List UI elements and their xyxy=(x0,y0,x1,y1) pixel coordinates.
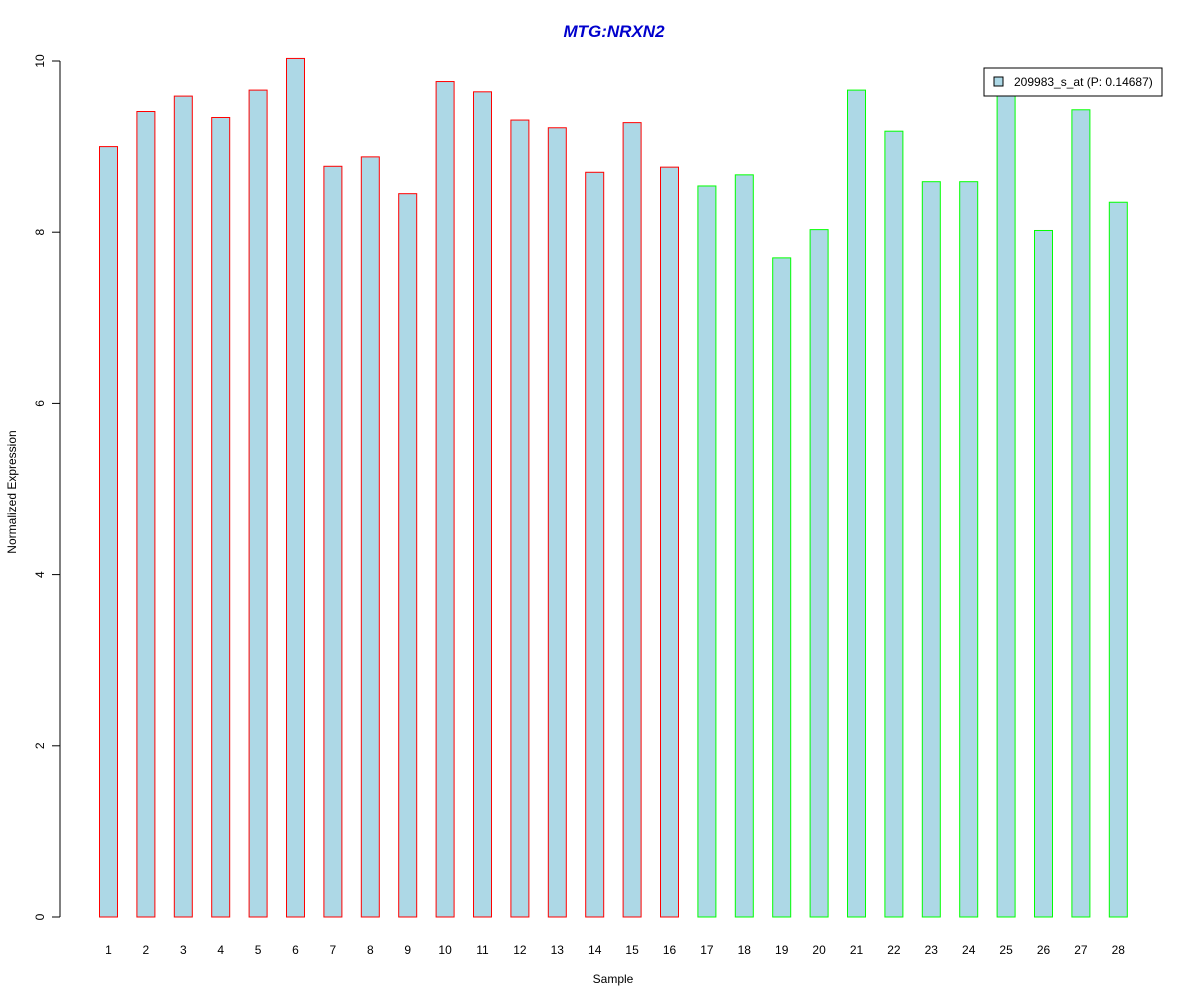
bar-sample-3 xyxy=(173,95,193,918)
bar-sample-12 xyxy=(510,119,530,918)
y-tick-label: 2 xyxy=(33,742,47,749)
x-tick-label: 8 xyxy=(367,943,374,957)
x-tick-label: 26 xyxy=(1037,943,1051,957)
y-axis: 0 2 4 6 8 10 xyxy=(33,54,61,920)
bar-sample-14 xyxy=(585,171,605,918)
x-tick-label: 18 xyxy=(738,943,752,957)
x-tick-label: 28 xyxy=(1112,943,1126,957)
bar-sample-5 xyxy=(248,89,268,918)
x-tick-label: 4 xyxy=(217,943,224,957)
x-tick-label: 13 xyxy=(551,943,565,957)
bar-sample-4 xyxy=(211,116,231,918)
y-tick-label: 4 xyxy=(33,571,47,578)
y-tick-label: 10 xyxy=(33,54,47,68)
y-axis-title: Normalized Expression xyxy=(5,430,19,553)
bars xyxy=(99,57,1128,918)
x-tick-label: 22 xyxy=(887,943,901,957)
bar-sample-8 xyxy=(360,156,380,918)
bar-sample-17 xyxy=(697,185,717,918)
x-tick-label: 12 xyxy=(513,943,527,957)
bar-sample-18 xyxy=(734,174,754,918)
x-tick-label: 3 xyxy=(180,943,187,957)
bar-sample-25 xyxy=(996,86,1016,918)
bar-sample-26 xyxy=(1034,229,1053,918)
legend-label: 209983_s_at (P: 0.14687) xyxy=(1014,75,1153,89)
y-tick-label: 0 xyxy=(33,913,47,920)
legend-box xyxy=(983,67,1163,97)
x-tick-label: 2 xyxy=(143,943,150,957)
x-tick-label: 25 xyxy=(999,943,1013,957)
bar-sample-19 xyxy=(772,257,792,918)
bar-sample-21 xyxy=(847,89,866,918)
x-tick-label: 10 xyxy=(438,943,452,957)
bar-sample-10 xyxy=(435,81,455,918)
x-tick-label: 17 xyxy=(700,943,714,957)
y-tick-label: 6 xyxy=(33,400,47,407)
bar-sample-1 xyxy=(99,146,118,918)
x-axis-title: Sample xyxy=(593,972,634,986)
bar-sample-27 xyxy=(1071,109,1091,918)
bar-sample-13 xyxy=(547,127,567,918)
y-tick-label: 8 xyxy=(33,229,47,236)
legend: 209983_s_at (P: 0.14687) xyxy=(983,67,1163,97)
x-tick-labels: 1 2 3 4 5 6 7 8 9 10 11 12 13 14 15 16 17 18 19 20 21 22 23 24 2… xyxy=(105,943,1125,957)
x-tick-label: 1 xyxy=(105,943,112,957)
x-tick-label: 16 xyxy=(663,943,677,957)
legend-swatch xyxy=(993,76,1004,87)
bar-sample-16 xyxy=(660,166,679,918)
x-tick-label: 24 xyxy=(962,943,976,957)
bar-sample-22 xyxy=(884,130,904,918)
x-tick-label: 15 xyxy=(625,943,639,957)
x-tick-label: 7 xyxy=(330,943,337,957)
x-tick-label: 20 xyxy=(812,943,826,957)
bar-sample-11 xyxy=(473,91,492,918)
chart-title: MTG:NRXN2 xyxy=(563,22,665,41)
x-tick-label: 23 xyxy=(925,943,939,957)
bar-sample-2 xyxy=(136,111,156,918)
x-tick-label: 27 xyxy=(1074,943,1088,957)
bar-sample-23 xyxy=(921,181,941,918)
bar-sample-6 xyxy=(286,57,305,918)
bar-sample-24 xyxy=(959,181,979,918)
bar-sample-9 xyxy=(398,193,418,918)
bar-sample-20 xyxy=(809,229,829,918)
x-tick-label: 5 xyxy=(255,943,262,957)
bar-sample-7 xyxy=(323,165,343,918)
x-tick-label: 9 xyxy=(404,943,411,957)
bar-sample-15 xyxy=(622,122,642,918)
x-tick-label: 19 xyxy=(775,943,789,957)
x-tick-label: 11 xyxy=(476,943,489,957)
bar-sample-28 xyxy=(1108,201,1128,918)
x-tick-label: 14 xyxy=(588,943,602,957)
x-tick-label: 6 xyxy=(292,943,299,957)
x-tick-label: 21 xyxy=(850,943,864,957)
